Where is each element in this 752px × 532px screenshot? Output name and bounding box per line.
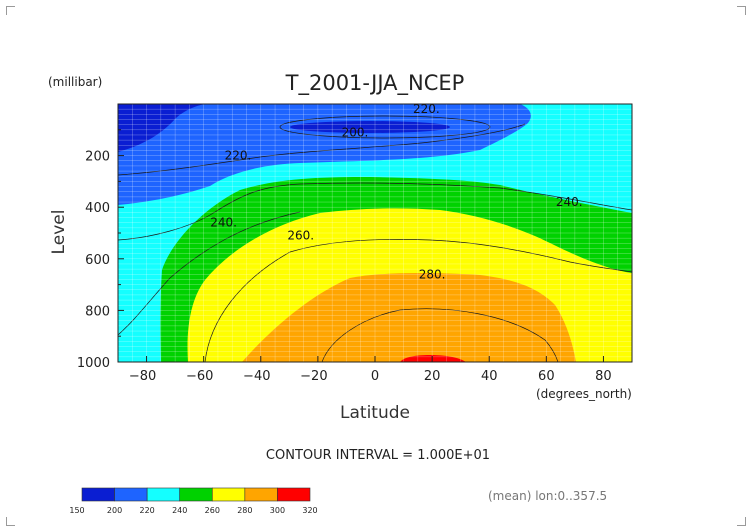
colorbar-swatch xyxy=(146,487,181,502)
colorbar-tick-label: 150 xyxy=(69,506,84,515)
mean-longitude-note: (mean) lon:0..357.5 xyxy=(488,489,607,503)
colorbar-swatch xyxy=(244,487,278,502)
x-units-label: (degrees_north) xyxy=(536,387,632,401)
x-axis-label: Latitude xyxy=(340,403,410,423)
colorbar-tick-label: 280 xyxy=(237,506,252,515)
contour-interval-note: CONTOUR INTERVAL = 1.000E+01 xyxy=(266,448,490,463)
colorbar-swatch xyxy=(81,487,115,502)
contour-label-layer: 220. 200. 220. 240. 240. 260. 280. xyxy=(210,102,582,281)
bottom-left-crop-mark xyxy=(6,517,15,526)
contour-line xyxy=(118,211,301,336)
y-tick-label: 200 xyxy=(85,150,110,165)
contour-line xyxy=(321,308,559,362)
x-tick-label: 20 xyxy=(424,369,441,384)
colorbar-tick-label: 240 xyxy=(172,506,187,515)
x-tick-label: 60 xyxy=(538,369,555,384)
x-tick-label: 80 xyxy=(595,369,612,384)
chart-title: T_2001-JJA_NCEP xyxy=(285,71,465,96)
y-tick-label: 600 xyxy=(85,253,110,268)
contour-label: 220. xyxy=(413,102,440,116)
y-tick-label: 800 xyxy=(85,304,110,319)
colorbar-tick-label: 260 xyxy=(205,506,220,515)
low-pressure-core xyxy=(290,121,450,133)
top-right-crop-mark xyxy=(737,6,746,15)
grid-layer xyxy=(118,104,632,362)
colorbar-tick-label: 300 xyxy=(270,506,285,515)
y-tick-label: 1000 xyxy=(77,356,110,371)
colorbar-tick-label: 220 xyxy=(140,506,155,515)
y-axis-label: Level xyxy=(49,210,69,255)
x-tick-label: −20 xyxy=(300,369,327,384)
x-tick-label: 0 xyxy=(371,369,379,384)
x-tick-label: −40 xyxy=(243,369,270,384)
y-units-label: (millibar) xyxy=(48,75,102,89)
contour-label: 220. xyxy=(225,149,252,163)
colorbar-tick-label: 200 xyxy=(107,506,122,515)
colorbar-swatch xyxy=(211,487,246,502)
contour-line xyxy=(279,115,491,139)
colorbar-swatch xyxy=(277,487,311,502)
contour-label: 240. xyxy=(210,216,237,230)
contour-label: 240. xyxy=(556,195,583,209)
colorbar: 150 200 220 240 260 280 300 320 xyxy=(69,487,318,515)
colorbar-tick-label: 320 xyxy=(302,506,317,515)
contour-label: 260. xyxy=(287,229,314,243)
y-tick-label: 400 xyxy=(85,201,110,216)
band-fill-280-300 xyxy=(242,273,576,362)
bottom-right-crop-mark xyxy=(737,517,746,526)
x-tick-label: −80 xyxy=(129,369,156,384)
contour-label: 200. xyxy=(342,125,369,139)
colorbar-swatch xyxy=(179,487,213,502)
contour-label: 280. xyxy=(419,267,446,281)
x-tick-label: −60 xyxy=(186,369,213,384)
contour-line xyxy=(204,238,632,362)
top-left-crop-mark xyxy=(6,6,15,15)
tick-layer: −80 −60 −40 −20 0 20 40 60 80 200 400 600 800 1000 xyxy=(77,129,612,384)
colorbar-swatch xyxy=(114,487,148,502)
x-tick-label: 40 xyxy=(481,369,498,384)
